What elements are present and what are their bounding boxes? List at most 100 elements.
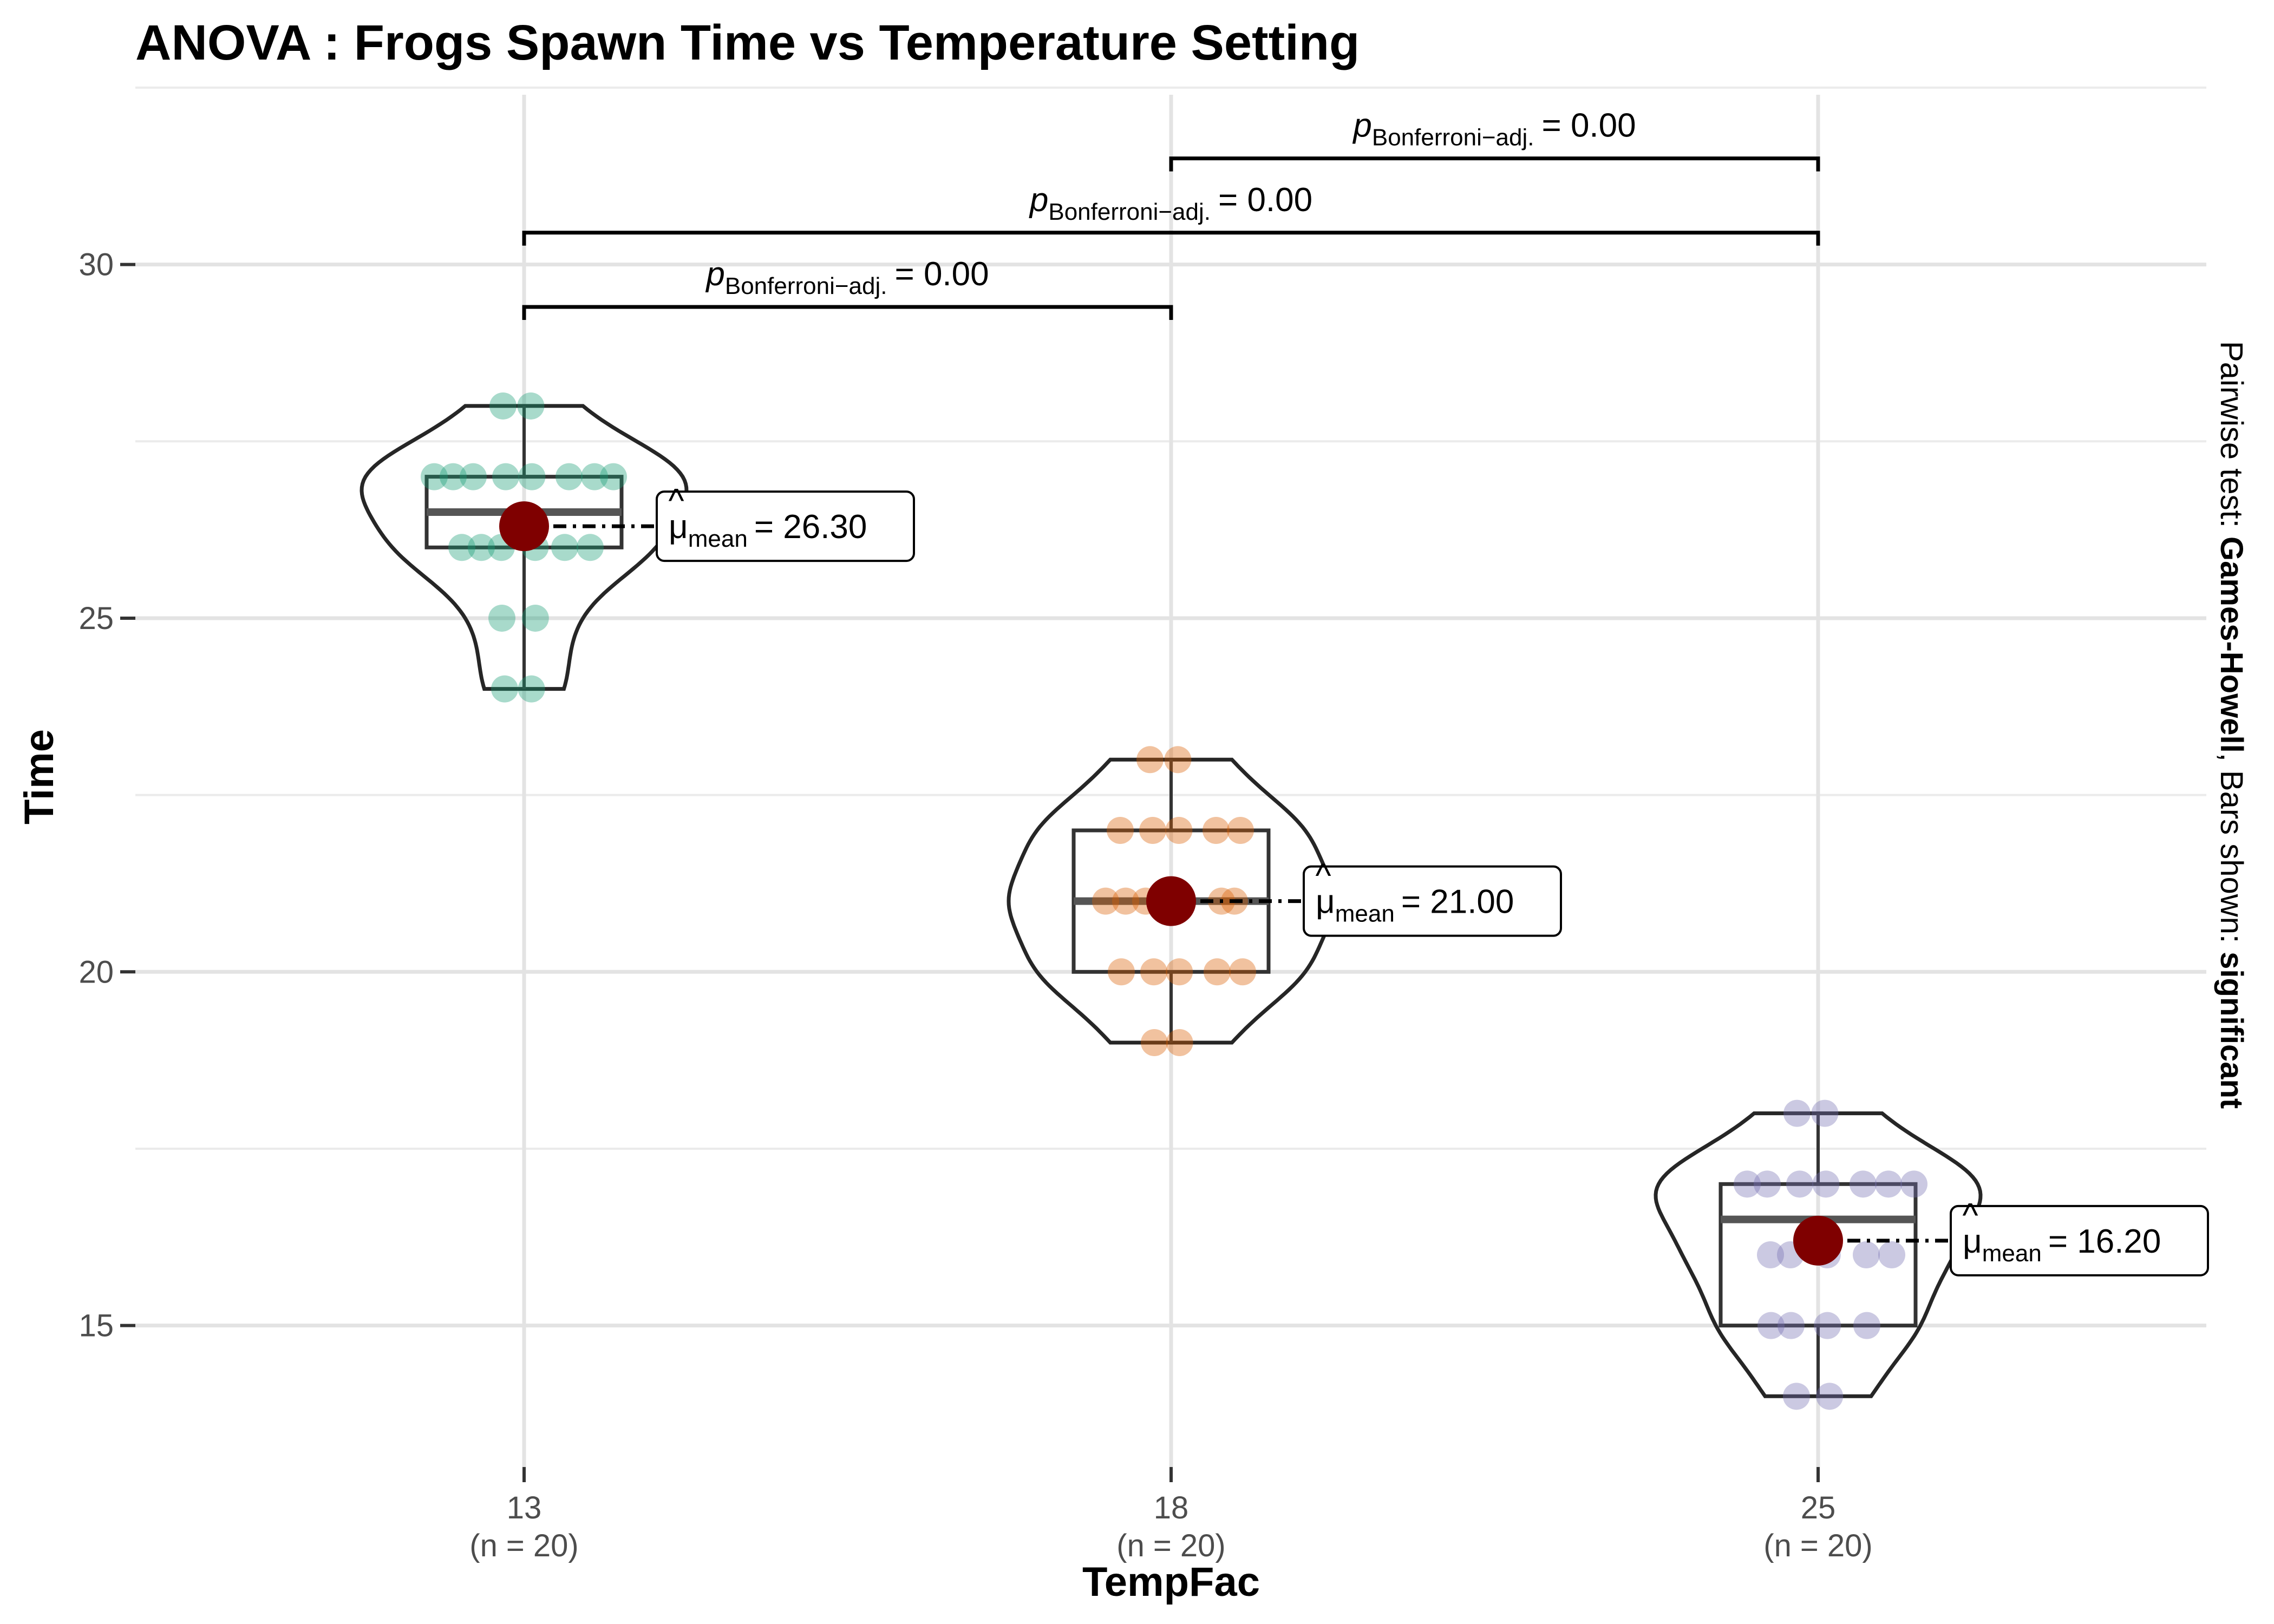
mean-symbol: μ bbox=[669, 508, 688, 546]
data-point bbox=[492, 463, 519, 490]
comparison-label: pBonferroni−adj. = 0.00 bbox=[1352, 107, 1636, 151]
x-tick-label: 18 bbox=[1154, 1490, 1189, 1525]
data-point bbox=[1853, 1312, 1880, 1339]
hat-mark: ^ bbox=[1315, 857, 1331, 895]
x-axis: 13(n = 20)18(n = 20)25(n = 20) bbox=[469, 1467, 1873, 1563]
data-point bbox=[1900, 1170, 1927, 1198]
data-point bbox=[1092, 887, 1119, 915]
data-point bbox=[1850, 1170, 1877, 1198]
data-point bbox=[1853, 1241, 1880, 1268]
data-point bbox=[1812, 1170, 1840, 1198]
data-point bbox=[1139, 816, 1166, 844]
mean-value: = 21.00 bbox=[1401, 883, 1514, 921]
mean-label: μmean = 21.00 bbox=[1316, 883, 1514, 927]
data-point bbox=[1112, 887, 1139, 915]
mean-label-box bbox=[1303, 865, 1562, 937]
p-value: = 0.00 bbox=[1218, 181, 1312, 219]
data-point bbox=[1786, 1170, 1813, 1198]
data-point bbox=[1141, 1029, 1168, 1056]
data-point bbox=[1878, 1241, 1905, 1268]
p-value: = 0.00 bbox=[1542, 107, 1636, 145]
data-point bbox=[1875, 1170, 1902, 1198]
data-point bbox=[577, 534, 604, 561]
chart-title: ANOVA : Frogs Spawn Time vs Temperature … bbox=[135, 15, 1360, 70]
data-point bbox=[1783, 1099, 1811, 1127]
data-point bbox=[521, 604, 549, 632]
data-point bbox=[1108, 958, 1135, 986]
hat-mark: ^ bbox=[668, 482, 684, 520]
p-symbol: p bbox=[1029, 181, 1048, 219]
p-subscript: Bonferroni−adj. bbox=[725, 273, 887, 299]
data-point bbox=[1204, 958, 1231, 986]
comparison-bracket bbox=[522, 305, 1173, 320]
mean-point-18 bbox=[1146, 876, 1196, 926]
violins bbox=[360, 404, 1983, 1398]
comparison-label: pBonferroni−adj. = 0.00 bbox=[705, 256, 989, 299]
p-symbol: p bbox=[1352, 107, 1371, 145]
x-tick-label: 13 bbox=[507, 1490, 542, 1525]
p-subscript: Bonferroni−adj. bbox=[1372, 125, 1534, 151]
data-point bbox=[1203, 816, 1230, 844]
x-count-label: (n = 20) bbox=[1763, 1528, 1873, 1563]
comparison-bracket bbox=[522, 231, 1820, 246]
data-point bbox=[1816, 1383, 1844, 1410]
x-count-label: (n = 20) bbox=[1116, 1528, 1226, 1563]
caption-prefix: Pairwise test: bbox=[2214, 341, 2249, 536]
violin-25 bbox=[1654, 1111, 1983, 1398]
violin-13 bbox=[360, 404, 689, 691]
mean-subscript: mean bbox=[1335, 901, 1395, 927]
p-subscript: Bonferroni−adj. bbox=[1048, 199, 1211, 225]
x-tick-label: 25 bbox=[1801, 1490, 1836, 1525]
mean-symbol: μ bbox=[1316, 883, 1335, 921]
mean-label: μmean = 16.20 bbox=[1963, 1223, 2161, 1267]
data-points bbox=[421, 392, 1927, 1410]
data-point bbox=[1227, 816, 1254, 844]
mean-label: μmean = 26.30 bbox=[669, 508, 867, 552]
x-axis-title: TempFac bbox=[1082, 1559, 1260, 1605]
data-point bbox=[460, 463, 487, 490]
mean-symbol: μ bbox=[1963, 1223, 1982, 1260]
data-point bbox=[517, 392, 545, 420]
data-point bbox=[1107, 816, 1134, 844]
data-point bbox=[1811, 1099, 1839, 1127]
mean-subscript: mean bbox=[688, 526, 748, 552]
data-point bbox=[440, 463, 467, 490]
data-point bbox=[1165, 816, 1193, 844]
data-point bbox=[551, 534, 578, 561]
data-point bbox=[581, 463, 608, 490]
data-point bbox=[518, 463, 546, 490]
data-point bbox=[1783, 1383, 1810, 1410]
comparison-bracket bbox=[1169, 156, 1820, 172]
x-count-label: (n = 20) bbox=[469, 1528, 579, 1563]
p-symbol: p bbox=[705, 256, 724, 293]
data-point bbox=[1166, 1029, 1193, 1056]
y-tick-label: 15 bbox=[79, 1308, 114, 1344]
caption-shown: significant bbox=[2214, 952, 2249, 1109]
caption-test: Games-Howell bbox=[2214, 536, 2249, 753]
mean-label-box bbox=[656, 490, 915, 562]
caption-middle: , Bars shown: bbox=[2214, 753, 2249, 952]
violin-18 bbox=[1007, 757, 1336, 1045]
data-point bbox=[1166, 958, 1193, 986]
y-tick-label: 30 bbox=[79, 247, 114, 283]
data-point bbox=[1140, 958, 1167, 986]
mean-subscript: mean bbox=[1982, 1240, 2042, 1267]
box-25 bbox=[1718, 1182, 1918, 1328]
mean-point-13 bbox=[499, 501, 549, 552]
data-point bbox=[1757, 1312, 1785, 1339]
group-means: μmean = 26.30^μmean = 21.00^μmean = 16.20^ bbox=[499, 482, 2209, 1276]
data-point bbox=[556, 463, 583, 490]
data-point bbox=[600, 463, 627, 490]
data-point bbox=[1757, 1241, 1784, 1268]
data-point bbox=[491, 675, 518, 703]
data-point bbox=[518, 675, 545, 703]
p-value: = 0.00 bbox=[895, 256, 989, 293]
mean-value: = 16.20 bbox=[2048, 1223, 2161, 1260]
data-point bbox=[468, 534, 495, 561]
data-point bbox=[1229, 958, 1256, 986]
hat-mark: ^ bbox=[1962, 1197, 1978, 1234]
data-point bbox=[1734, 1170, 1761, 1198]
data-point bbox=[421, 463, 448, 490]
